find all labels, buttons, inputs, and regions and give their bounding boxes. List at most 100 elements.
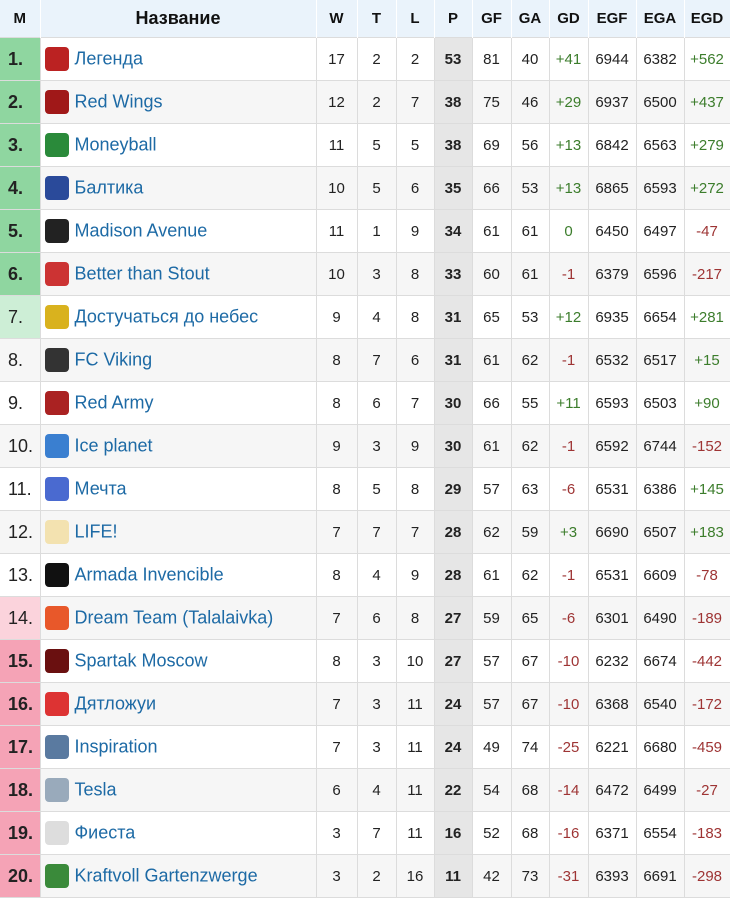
header-position[interactable]: M: [0, 0, 41, 38]
goals-against-cell: 53: [510, 295, 550, 339]
team-cell[interactable]: Фиеста: [40, 811, 317, 855]
ega-cell: 6674: [635, 639, 685, 683]
ties-cell: 7: [356, 510, 397, 554]
position-cell: 7.: [0, 295, 41, 339]
team-cell[interactable]: Мечта: [40, 467, 317, 511]
position-cell: 16.: [0, 682, 41, 726]
team-name-link[interactable]: Armada Invencible: [74, 564, 224, 585]
header-egd[interactable]: EGD: [684, 0, 730, 38]
team-name-link[interactable]: Легенда: [74, 48, 143, 69]
ties-cell: 4: [356, 553, 397, 597]
team-logo-icon: [44, 649, 69, 673]
team-name-link[interactable]: Достучаться до небес: [74, 306, 259, 327]
ega-cell: 6497: [635, 209, 685, 253]
goal-diff-cell: -10: [548, 639, 589, 683]
team-logo-icon: [44, 176, 69, 200]
header-points[interactable]: P: [434, 0, 473, 38]
header-name[interactable]: Название: [40, 0, 317, 38]
team-cell[interactable]: Tesla: [40, 768, 317, 812]
team-cell[interactable]: Dream Team (Talalaivka): [40, 596, 317, 640]
team-cell[interactable]: Armada Invencible: [40, 553, 317, 597]
egf-cell: 6379: [587, 252, 637, 296]
position-cell: 12.: [0, 510, 41, 554]
losses-cell: 2: [395, 37, 435, 81]
goal-diff-cell: -16: [548, 811, 589, 855]
team-name-link[interactable]: Dream Team (Talalaivka): [74, 607, 274, 628]
egf-cell: 6531: [587, 553, 637, 597]
ega-cell: 6680: [635, 725, 685, 769]
header-ties[interactable]: T: [357, 0, 397, 38]
table-row: 9. Red Army 8 6 7 30 66 55 +11 6593 6503 +90: [0, 381, 730, 425]
table-row: 4. Балтика 10 5 6 35 66 53 +13 6865 6593 +272: [0, 166, 730, 210]
team-name-link[interactable]: FC Viking: [74, 349, 153, 370]
egf-cell: 6450: [587, 209, 637, 253]
team-name-link[interactable]: Мечта: [74, 478, 127, 499]
ties-cell: 5: [356, 467, 397, 511]
team-cell[interactable]: Spartak Moscow: [40, 639, 317, 683]
team-cell[interactable]: Better than Stout: [40, 252, 317, 296]
egf-cell: 6865: [587, 166, 637, 210]
team-name-link[interactable]: LIFE!: [74, 521, 118, 542]
egf-cell: 6301: [587, 596, 637, 640]
team-cell[interactable]: Дятложуи: [40, 682, 317, 726]
goals-against-cell: 61: [510, 252, 550, 296]
points-cell: 53: [433, 37, 473, 81]
team-name-link[interactable]: Better than Stout: [74, 263, 210, 284]
team-name-link[interactable]: Ice planet: [74, 435, 153, 456]
team-cell[interactable]: Ice planet: [40, 424, 317, 468]
position-cell: 6.: [0, 252, 41, 296]
team-cell[interactable]: LIFE!: [40, 510, 317, 554]
losses-cell: 7: [395, 510, 435, 554]
team-name-link[interactable]: Tesla: [74, 779, 117, 800]
wins-cell: 7: [315, 596, 358, 640]
ega-cell: 6554: [635, 811, 685, 855]
team-logo-icon: [44, 477, 69, 501]
team-name-link[interactable]: Фиеста: [74, 822, 136, 843]
team-name-link[interactable]: Moneyball: [74, 134, 157, 155]
table-row: 16. Дятложуи 7 3 11 24 57 67 -10 6368 6540 -172: [0, 682, 730, 726]
header-goals-for[interactable]: GF: [472, 0, 512, 38]
losses-cell: 9: [395, 553, 435, 597]
points-cell: 22: [433, 768, 473, 812]
team-cell[interactable]: Kraftvoll Gartenzwerge: [40, 854, 317, 898]
header-goals-against[interactable]: GA: [511, 0, 550, 38]
team-cell[interactable]: Red Army: [40, 381, 317, 425]
team-name-link[interactable]: Дятложуи: [74, 693, 157, 714]
team-name-link[interactable]: Балтика: [74, 177, 144, 198]
ties-cell: 5: [356, 123, 397, 167]
team-cell[interactable]: Moneyball: [40, 123, 317, 167]
header-goal-diff[interactable]: GD: [549, 0, 589, 38]
losses-cell: 11: [395, 682, 435, 726]
team-name-link[interactable]: Madison Avenue: [74, 220, 208, 241]
egf-cell: 6531: [587, 467, 637, 511]
team-cell[interactable]: FC Viking: [40, 338, 317, 382]
team-cell[interactable]: Легенда: [40, 37, 317, 81]
team-cell[interactable]: Madison Avenue: [40, 209, 317, 253]
ties-cell: 3: [356, 639, 397, 683]
goal-diff-cell: -6: [548, 467, 589, 511]
header-egf[interactable]: EGF: [588, 0, 637, 38]
table-row: 3. Moneyball 11 5 5 38 69 56 +13 6842 6563 +279: [0, 123, 730, 167]
team-logo-icon: [44, 90, 69, 114]
team-name-link[interactable]: Red Army: [74, 392, 154, 413]
ega-cell: 6517: [635, 338, 685, 382]
team-cell[interactable]: Red Wings: [40, 80, 317, 124]
team-name-link[interactable]: Spartak Moscow: [74, 650, 208, 671]
team-cell[interactable]: Inspiration: [40, 725, 317, 769]
position-cell: 15.: [0, 639, 41, 683]
header-losses[interactable]: L: [396, 0, 435, 38]
losses-cell: 10: [395, 639, 435, 683]
team-cell[interactable]: Достучаться до небес: [40, 295, 317, 339]
header-ega[interactable]: EGA: [636, 0, 685, 38]
table-row: 18. Tesla 6 4 11 22 54 68 -14 6472 6499 -27: [0, 768, 730, 812]
points-cell: 31: [433, 338, 473, 382]
team-cell[interactable]: Балтика: [40, 166, 317, 210]
goals-for-cell: 62: [471, 510, 512, 554]
team-name-link[interactable]: Red Wings: [74, 91, 163, 112]
team-name-link[interactable]: Inspiration: [74, 736, 158, 757]
team-name-link[interactable]: Kraftvoll Gartenzwerge: [74, 865, 258, 886]
egd-cell: -47: [683, 209, 730, 253]
table-row: 10. Ice planet 9 3 9 30 61 62 -1 6592 6744 -152: [0, 424, 730, 468]
header-wins[interactable]: W: [316, 0, 358, 38]
